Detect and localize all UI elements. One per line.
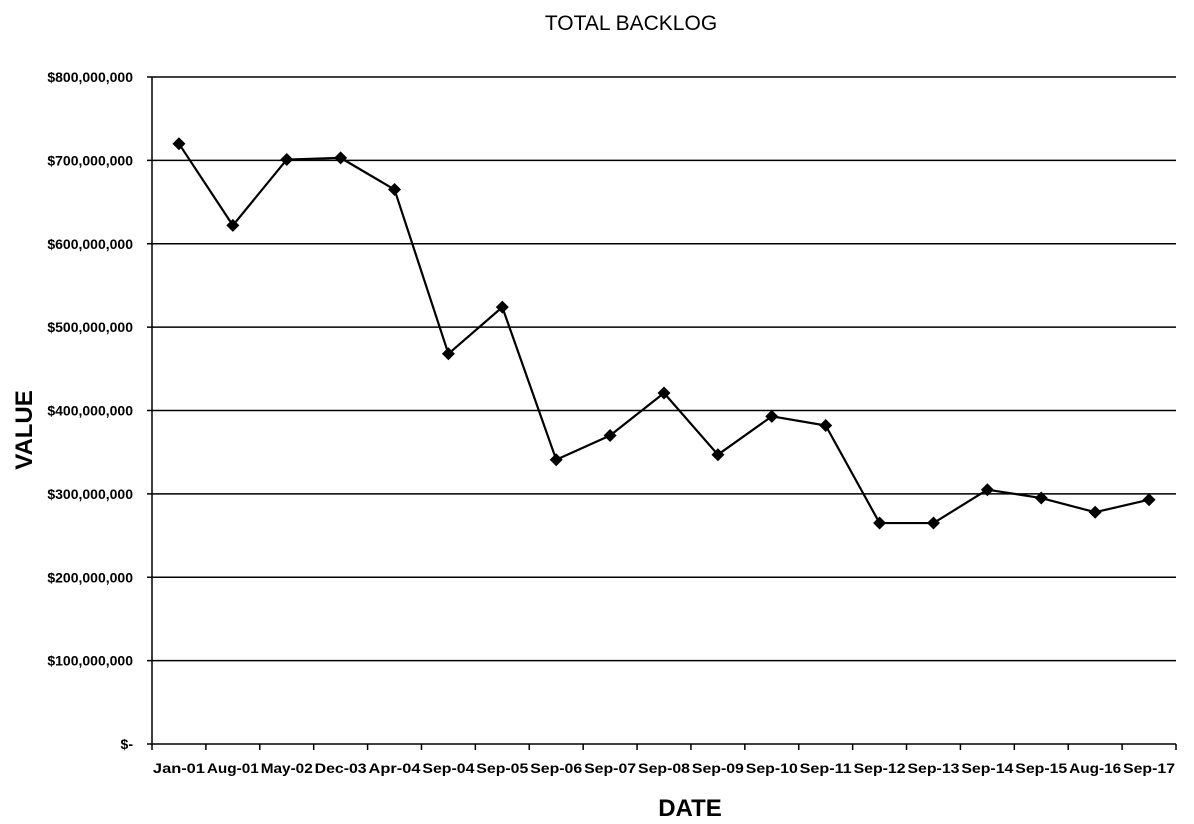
data-point-marker bbox=[926, 516, 940, 530]
x-tick-label: Dec-03 bbox=[315, 760, 367, 776]
data-point-marker bbox=[765, 409, 779, 423]
x-tick-label: Sep-08 bbox=[638, 760, 690, 776]
data-point-marker bbox=[226, 218, 240, 232]
data-point-marker bbox=[1088, 505, 1102, 519]
data-point-marker bbox=[819, 419, 833, 433]
x-tick-label: Sep-07 bbox=[584, 760, 636, 776]
x-tick-label: Sep-06 bbox=[530, 760, 582, 776]
data-point-marker bbox=[388, 183, 402, 197]
x-tick-label: Sep-11 bbox=[800, 760, 852, 776]
x-tick-label: Sep-12 bbox=[854, 760, 906, 776]
data-point-marker bbox=[603, 429, 617, 443]
x-tick-label: Sep-14 bbox=[961, 760, 1013, 776]
series-line bbox=[178, 143, 1150, 525]
y-tick-label: $800,000,000 bbox=[47, 69, 133, 85]
y-axis-title: VALUE bbox=[11, 390, 38, 470]
x-axis-title: DATE bbox=[658, 795, 722, 819]
x-tick-label: Sep-09 bbox=[692, 760, 744, 776]
x-tick-label: Sep-15 bbox=[1015, 760, 1067, 776]
series bbox=[172, 137, 1156, 530]
data-point-marker bbox=[1034, 491, 1048, 505]
x-tick-label: Aug-01 bbox=[207, 760, 259, 776]
data-point-marker bbox=[495, 300, 509, 314]
y-tick-label: $300,000,000 bbox=[47, 486, 133, 502]
y-tick-label: $400,000,000 bbox=[47, 403, 133, 419]
data-point-marker bbox=[980, 483, 994, 497]
data-point-marker bbox=[711, 448, 725, 462]
y-tick-label: $600,000,000 bbox=[47, 236, 133, 252]
x-tick-label: Aug-16 bbox=[1069, 760, 1121, 776]
x-tick-label: Sep-10 bbox=[746, 760, 798, 776]
x-tick-label: Sep-05 bbox=[476, 760, 528, 776]
x-axis-tick-labels: Jan-01 Aug-01 May-02 Dec-03 Apr-04 Sep-04 Sep-… bbox=[153, 760, 1175, 776]
x-tick-label: Jan-01 bbox=[153, 760, 205, 776]
y-axis-tick-labels: $- $100,000,000 $200,000,000 $300,000,000 $4… bbox=[47, 69, 133, 752]
x-tick-label: May-02 bbox=[261, 760, 313, 776]
x-tick-label: Sep-17 bbox=[1123, 760, 1175, 776]
data-point-marker bbox=[441, 347, 455, 361]
y-tick-label: $500,000,000 bbox=[47, 319, 133, 335]
y-tick-label: $100,000,000 bbox=[47, 653, 133, 669]
data-point-marker bbox=[172, 137, 186, 151]
axes bbox=[147, 76, 1177, 750]
data-point-marker bbox=[334, 151, 348, 165]
data-point-marker bbox=[1142, 493, 1156, 507]
y-tick-label: $- bbox=[121, 736, 134, 752]
data-point-marker bbox=[873, 516, 887, 530]
chart-title: TOTAL BACKLOG bbox=[545, 12, 717, 35]
data-point-marker bbox=[549, 453, 563, 467]
x-tick-label: Sep-13 bbox=[907, 760, 959, 776]
y-tick-label: $700,000,000 bbox=[47, 152, 133, 168]
x-tick-label: Sep-04 bbox=[422, 760, 474, 776]
gridlines bbox=[152, 76, 1176, 662]
data-point-marker bbox=[280, 153, 294, 167]
x-tick-label: Apr-04 bbox=[369, 760, 421, 776]
data-point-marker bbox=[657, 386, 671, 400]
y-tick-label: $200,000,000 bbox=[47, 569, 133, 585]
